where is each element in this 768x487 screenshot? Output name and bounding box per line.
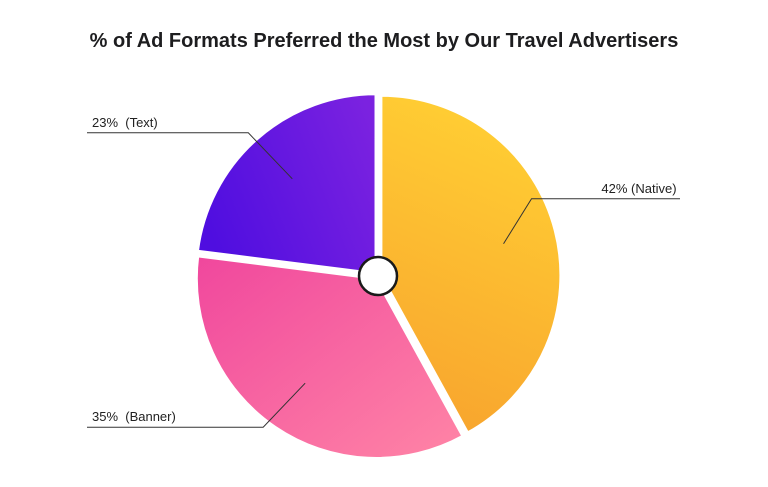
slice-label-banner: 35% (Banner) [92,409,176,424]
leader-line-text [87,132,293,180]
pie-slice-text [195,92,378,276]
slice-label-native: 42% (Native) [601,181,676,196]
leader-line-banner [87,382,306,428]
chart-title: % of Ad Formats Preferred the Most by Ou… [90,30,679,52]
center-hole [357,255,399,297]
slice-labels: 42% (Native) 35% (Banner) 23% (Text) [92,115,677,424]
pie-slice-banner [194,254,465,460]
slice-label-text: 23% (Text) [92,115,158,130]
pie-slice-native [379,93,563,435]
leader-lines [87,132,680,428]
pie-slices [194,92,563,460]
leader-line-native [503,198,680,245]
